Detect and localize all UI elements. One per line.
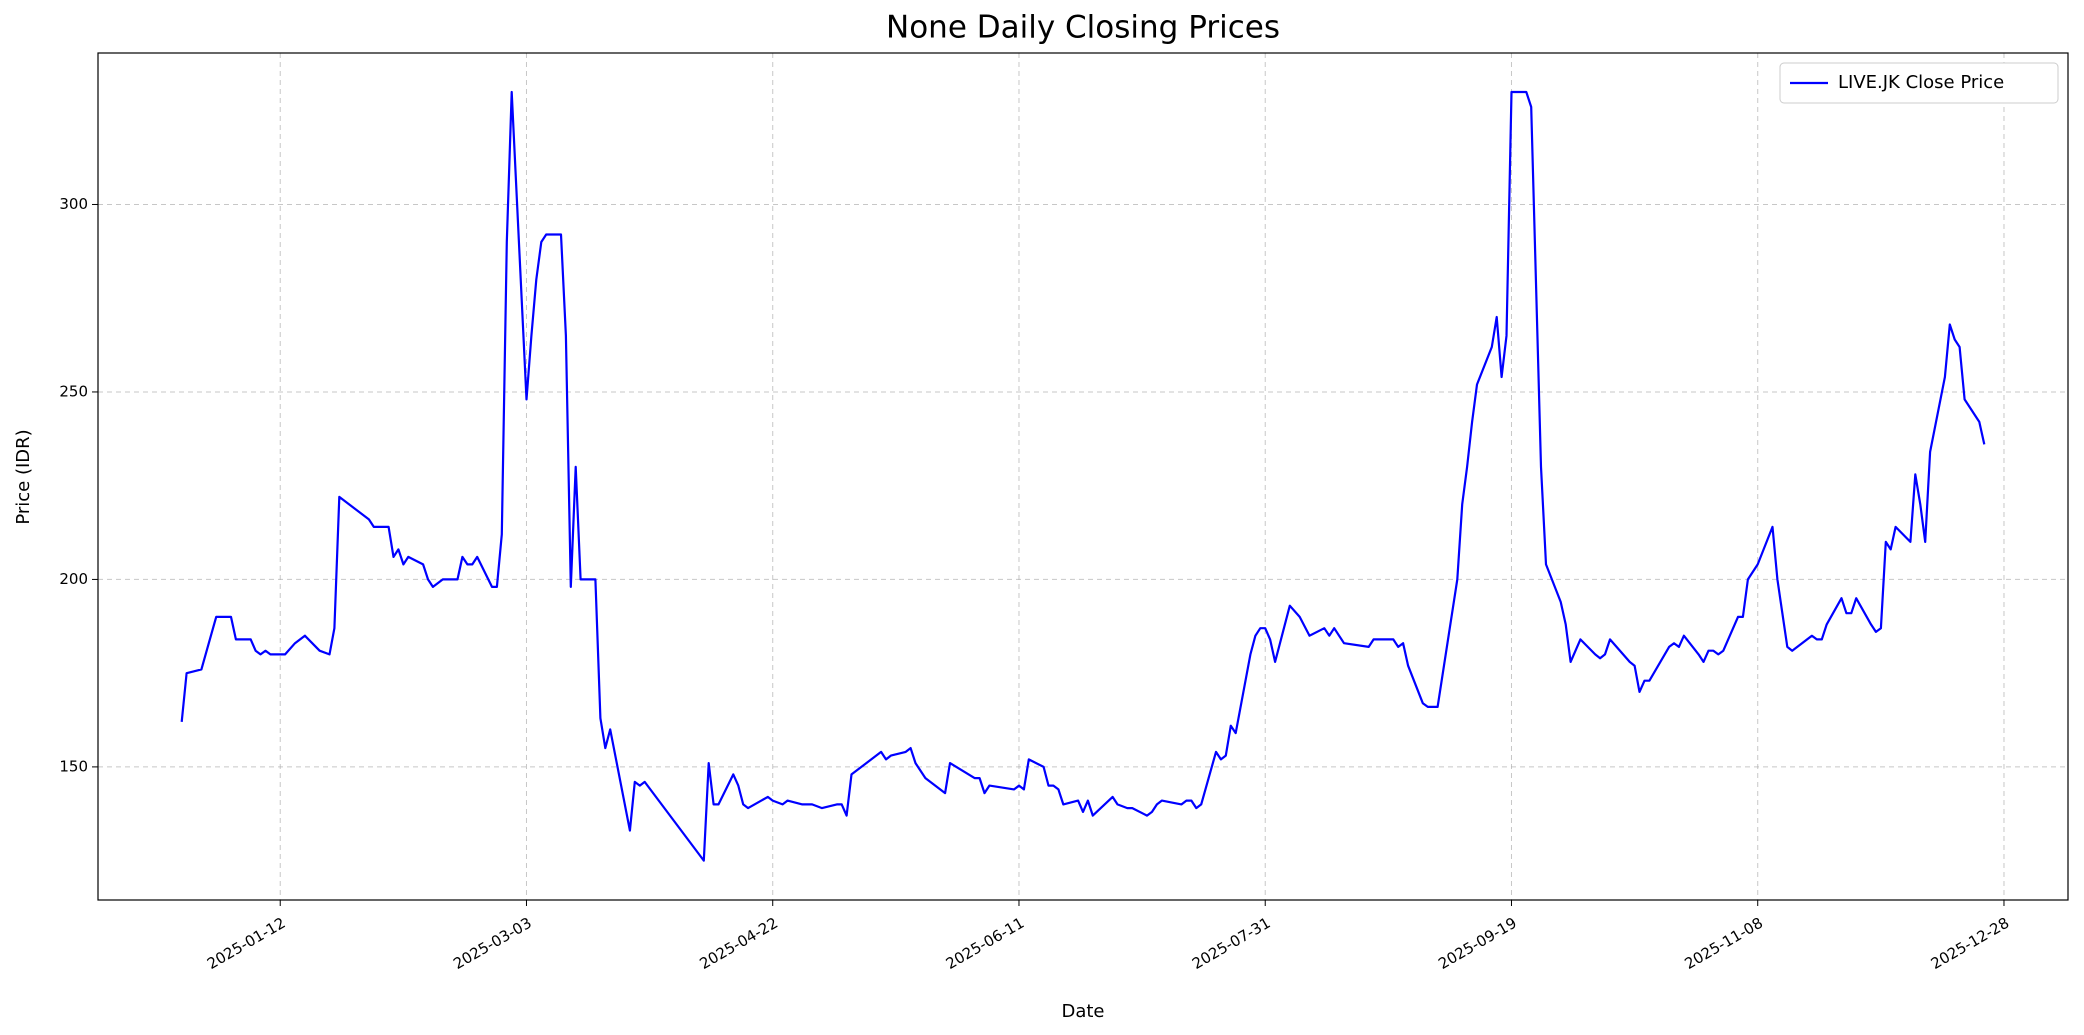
plot-frame <box>97 52 2069 901</box>
x-tick-label: 2025-03-03 <box>450 914 535 973</box>
legend-label: LIVE.JK Close Price <box>1838 72 2004 93</box>
x-tick-label: 2025-11-08 <box>1681 914 1766 973</box>
x-tick-label: 2025-07-31 <box>1189 914 1274 973</box>
y-axis-label: Price (IDR) <box>13 429 34 524</box>
chart-title: None Daily Closing Prices <box>886 10 1280 46</box>
price-line <box>180 90 1986 862</box>
x-tick-label: 2025-04-22 <box>696 914 781 973</box>
legend: LIVE.JK Close Price <box>1779 62 2059 104</box>
y-tick-label: 150 <box>59 757 88 775</box>
x-tick-label: 2025-12-28 <box>1928 914 2013 973</box>
y-tick-label: 250 <box>59 382 88 400</box>
x-tick-label: 2025-06-11 <box>943 914 1028 973</box>
x-axis-label: Date <box>1061 1001 1104 1022</box>
legend-box <box>1779 62 2059 104</box>
y-tick-label: 300 <box>59 195 88 213</box>
x-tick-label: 2025-09-19 <box>1435 914 1520 973</box>
x-tick-label: 2025-01-12 <box>204 914 289 973</box>
y-tick-label: 200 <box>59 570 88 588</box>
